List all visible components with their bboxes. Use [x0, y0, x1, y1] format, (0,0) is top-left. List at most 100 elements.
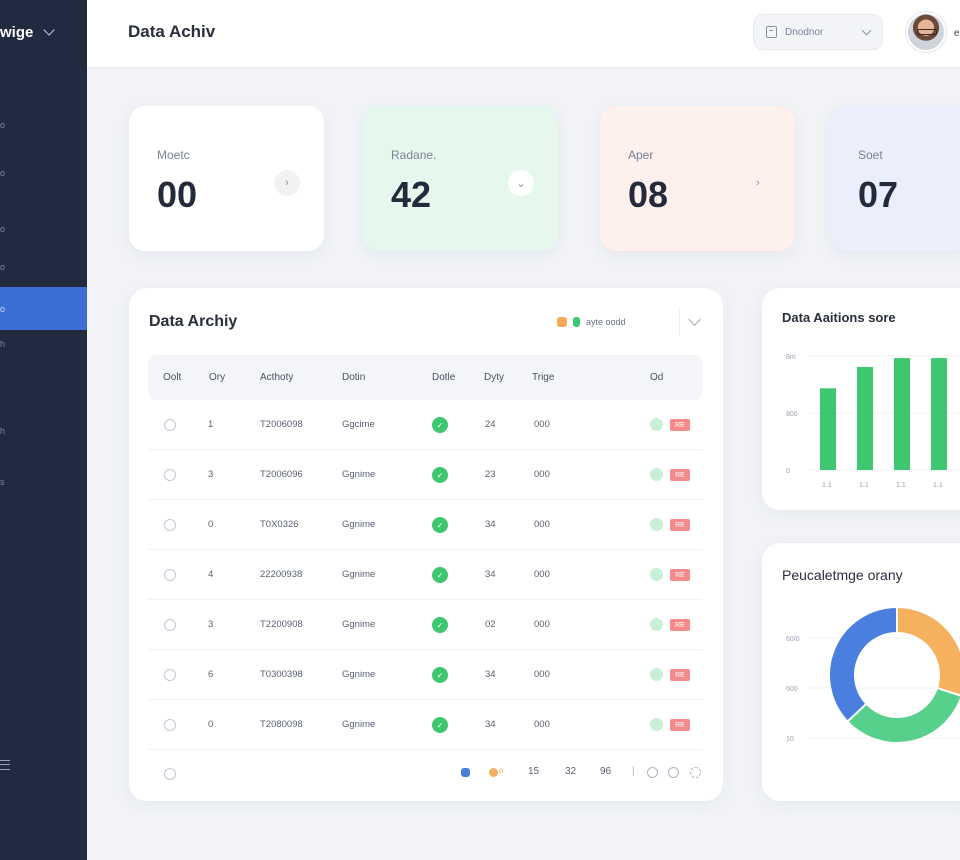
table-row[interactable]: 0 T0X0326 Ggnime ✓ 34 000 RE	[148, 500, 702, 550]
status-check-icon: ✓	[432, 617, 448, 633]
status-dot	[650, 418, 663, 431]
column-header[interactable]: Trige	[532, 372, 555, 383]
row-name: Ggnime	[342, 719, 376, 730]
row-code: T2006098	[260, 419, 303, 430]
sidebar-item-4[interactable]: o	[0, 249, 87, 285]
status-badge[interactable]: RE	[670, 569, 690, 581]
table-row[interactable]: 3 T2006096 Ggnime ✓ 23 000 RE	[148, 450, 702, 500]
row-value: 000	[534, 619, 550, 630]
sidebar: wige o o o o o h h s	[0, 0, 87, 860]
stat-label: Moetc	[157, 148, 190, 162]
row-checkbox[interactable]	[164, 669, 176, 681]
sidebar-item-1[interactable]: o	[0, 107, 87, 143]
page-number[interactable]: 15	[528, 766, 540, 777]
pagination-dot[interactable]	[461, 768, 470, 777]
donut-slice[interactable]	[896, 605, 960, 697]
column-header[interactable]: Oolt	[163, 372, 182, 383]
stat-label: Aper	[628, 148, 654, 162]
row-checkbox[interactable]	[164, 719, 176, 731]
row-value: 000	[534, 569, 550, 580]
previous-page-icon[interactable]	[668, 767, 679, 778]
x-tick-label: 1.1	[933, 482, 943, 489]
sidebar-item-label: o	[0, 262, 6, 272]
row-checkbox[interactable]	[164, 619, 176, 631]
status-badge[interactable]: RE	[670, 519, 690, 531]
avatar[interactable]	[906, 12, 946, 52]
sidebar-item-3[interactable]: o	[0, 211, 87, 247]
status-check-icon: ✓	[432, 417, 448, 433]
stat-label: Radane.	[391, 148, 437, 162]
divider: |	[632, 766, 635, 777]
row-name: Ggnime	[342, 619, 376, 630]
donut-slice[interactable]	[828, 605, 898, 723]
column-header[interactable]: Ory	[209, 372, 226, 383]
row-number: 1	[208, 419, 214, 430]
row-qty: 34	[485, 719, 496, 730]
bar[interactable]	[931, 358, 947, 470]
table-header: Oolt Ory Acthoty Dotin Dotle Dyty Trige …	[148, 355, 702, 400]
sidebar-item-7[interactable]: h	[0, 413, 87, 449]
stat-card-4[interactable]: Soet 07	[830, 106, 960, 251]
bar[interactable]	[857, 367, 873, 470]
y-tick-label: 10	[786, 736, 794, 743]
bar[interactable]	[894, 358, 910, 470]
table-legend[interactable]: ayte oodd	[545, 308, 680, 336]
stat-card-2[interactable]: Radane. 42 ⌄	[363, 106, 558, 251]
sidebar-item-active[interactable]: o	[0, 287, 87, 330]
page-number[interactable]: 32	[565, 766, 577, 777]
menu-icon[interactable]	[0, 760, 10, 770]
row-checkbox[interactable]	[164, 419, 176, 431]
bar[interactable]	[820, 388, 836, 470]
sidebar-item-label: o	[0, 303, 6, 314]
pagination-dot-label: o	[499, 766, 504, 775]
stat-card-1[interactable]: Moetc 00 ›	[129, 106, 324, 251]
chevron-right-icon[interactable]: ›	[274, 170, 300, 196]
row-number: 3	[208, 469, 214, 480]
sidebar-item-8[interactable]: s	[0, 464, 87, 500]
stat-card-3[interactable]: Aper 08 ›	[600, 106, 795, 251]
table-row[interactable]: 1 T2006098 Ggcime ✓ 24 000 RE	[148, 400, 702, 450]
select-all-checkbox[interactable]	[164, 768, 176, 780]
table-row[interactable]: 0 T2080098 Ggnime ✓ 34 000 RE	[148, 700, 702, 750]
pagination-dot[interactable]	[489, 768, 498, 777]
column-header[interactable]: Dotin	[342, 372, 366, 383]
status-badge[interactable]: RE	[670, 619, 690, 631]
chevron-down-icon	[861, 25, 872, 36]
first-page-icon[interactable]	[647, 767, 658, 778]
sidebar-item-2[interactable]: o	[0, 155, 87, 191]
status-badge[interactable]: RE	[670, 669, 690, 681]
column-header[interactable]: Dyty	[484, 372, 504, 383]
document-icon	[766, 26, 777, 38]
chevron-down-icon[interactable]: ⌄	[508, 170, 534, 196]
status-dot	[650, 518, 663, 531]
column-header[interactable]: Acthoty	[260, 372, 294, 383]
table-row[interactable]: 3 T2200908 Ggnime ✓ 02 000 RE	[148, 600, 702, 650]
status-badge[interactable]: RE	[670, 469, 690, 481]
row-qty: 34	[485, 569, 496, 580]
row-name: Ggnime	[342, 469, 376, 480]
sidebar-item-label: h	[0, 426, 6, 436]
row-checkbox[interactable]	[164, 469, 176, 481]
search-dropdown[interactable]: Dnodnor	[753, 14, 883, 50]
stat-value: 08	[628, 174, 669, 215]
brand[interactable]: wige	[0, 20, 56, 44]
status-badge[interactable]: RE	[670, 719, 690, 731]
column-header[interactable]: Dotle	[432, 372, 456, 383]
row-value: 000	[534, 519, 550, 530]
row-checkbox[interactable]	[164, 519, 176, 531]
user-menu-label[interactable]: e	[954, 28, 960, 39]
donut-slice[interactable]	[846, 686, 960, 744]
y-tick-label: 8m	[786, 354, 796, 361]
page-number[interactable]: 96	[600, 766, 612, 777]
row-checkbox[interactable]	[164, 569, 176, 581]
table-row[interactable]: 6 T0300398 Ggnime ✓ 34 000 RE	[148, 650, 702, 700]
sidebar-item-6[interactable]: h	[0, 326, 87, 362]
table-row[interactable]: 4 22200938 Ggnime ✓ 34 000 RE	[148, 550, 702, 600]
chevron-right-icon[interactable]: ›	[756, 177, 760, 189]
row-qty: 02	[485, 619, 496, 630]
donut-chart: 60/0 600 10	[786, 605, 960, 744]
next-page-icon[interactable]	[690, 767, 701, 778]
page-title: Data Achiv	[128, 22, 216, 41]
column-header[interactable]: Od	[650, 372, 664, 383]
status-badge[interactable]: RE	[670, 419, 690, 431]
